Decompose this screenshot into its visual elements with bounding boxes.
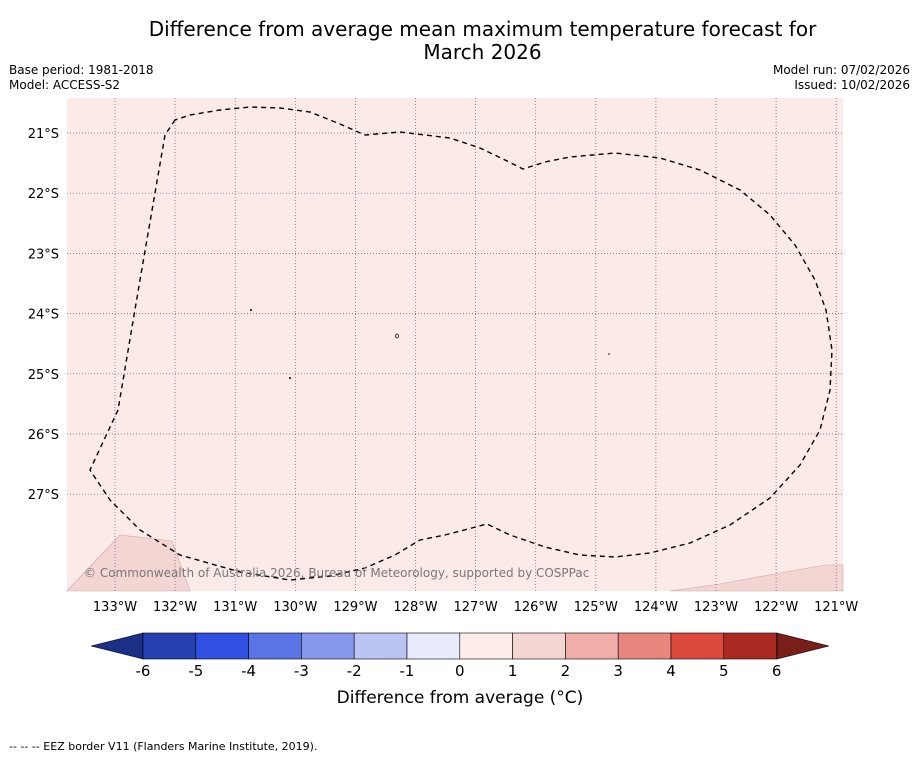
map-background: [67, 98, 843, 591]
latitude-label: 26°S: [28, 428, 59, 443]
eez-border: [89, 106, 833, 581]
colorbar-tick-label: -5: [188, 662, 203, 680]
longitude-label: 131°W: [213, 600, 257, 615]
title-line-2: March 2026: [423, 40, 542, 64]
map-title: Difference from average mean maximum tem…: [0, 18, 919, 64]
colorbar-low-extend: [90, 632, 144, 660]
longitude-label: 133°W: [93, 600, 137, 615]
longitude-label: 124°W: [634, 600, 678, 615]
latitude-label: 24°S: [28, 308, 59, 323]
colorbar-high-extend: [776, 632, 830, 660]
colorbar-box: [142, 632, 197, 660]
colorbar-box: [565, 632, 619, 660]
latitude-label: 21°S: [28, 127, 59, 142]
colorbar-boxes: [142, 632, 777, 660]
island-marker: [608, 353, 610, 355]
longitude-label: 126°W: [514, 600, 558, 615]
colorbar-box: [301, 632, 355, 660]
warm-patch-southeast: [669, 564, 844, 592]
colorbar-tick-label: -1: [400, 662, 415, 680]
copyright-text: © Commonwealth of Australia 2026, Bureau…: [84, 566, 589, 580]
colorbar-box: [512, 632, 566, 660]
colorbar-tick-label: 4: [666, 662, 676, 680]
model-name: Model: ACCESS-S2: [9, 78, 121, 92]
colorbar-tick-label: -2: [347, 662, 362, 680]
colorbar-box: [670, 632, 725, 660]
latitude-label: 27°S: [28, 488, 59, 503]
longitude-label: 132°W: [153, 600, 197, 615]
title-line-1: Difference from average mean maximum tem…: [148, 17, 817, 41]
warm-patch-southwest: [66, 534, 191, 592]
colorbar-tick-label: -6: [136, 662, 151, 680]
longitude-label: 122°W: [754, 600, 798, 615]
meta-left: Base period: 1981-2018 Model: ACCESS-S2: [9, 63, 154, 93]
colorbar-tick-label: 2: [561, 662, 571, 680]
colorbar-box: [195, 632, 249, 660]
colorbar-tick-label: 0: [455, 662, 465, 680]
colorbar-tick-label: 1: [508, 662, 518, 680]
colorbar-box: [723, 632, 777, 660]
latitude-labels: 21°S 22°S 23°S 24°S 25°S 26°S 27°S: [28, 127, 59, 503]
longitude-label: 127°W: [454, 600, 498, 615]
colorbar-tick-label: -3: [294, 662, 309, 680]
colorbar-box: [406, 632, 461, 660]
colorbar-tick-label: 3: [613, 662, 623, 680]
colorbar-tick-label: -4: [241, 662, 256, 680]
map-panel: © Commonwealth of Australia 2026, Bureau…: [28, 98, 859, 615]
island-marker: [250, 309, 252, 311]
issued-date: Issued: 10/02/2026: [794, 78, 910, 92]
longitude-label: 121°W: [814, 600, 858, 615]
base-period: Base period: 1981-2018: [9, 63, 154, 77]
colorbar-box: [617, 632, 672, 660]
longitude-label: 128°W: [393, 600, 437, 615]
longitude-label: 125°W: [574, 600, 618, 615]
colorbar-labels: -6 -5 -4 -3 -2 -1 0 1 2 3 4 5 6: [136, 662, 782, 680]
model-run: Model run: 07/02/2026: [772, 63, 910, 77]
colorbar-box: [248, 632, 302, 660]
colorbar-box: [353, 632, 408, 660]
latitude-label: 23°S: [28, 247, 59, 262]
meta-right: Model run: 07/02/2026 Issued: 10/02/2026: [773, 63, 910, 93]
colorbar-title: Difference from average (°C): [336, 688, 584, 708]
colorbar-box: [459, 632, 513, 660]
gridlines: [67, 98, 843, 591]
longitude-labels: 133°W 132°W 131°W 130°W 129°W 128°W 127°W 126°W…: [93, 600, 859, 615]
colorbar-tick-label: 5: [719, 662, 729, 680]
longitude-label: 130°W: [273, 600, 317, 615]
colorbar: -6 -5 -4 -3 -2 -1 0 1 2 3 4 5 6: [90, 632, 830, 680]
latitude-label: 25°S: [28, 368, 59, 383]
longitude-label: 129°W: [333, 600, 377, 615]
latitude-label: 22°S: [28, 187, 59, 202]
footnote: -- -- -- EEZ border V11 (Flanders Marine…: [9, 740, 318, 753]
island-marker: [395, 333, 399, 339]
colorbar-tick-label: 6: [772, 662, 782, 680]
longitude-label: 123°W: [694, 600, 738, 615]
island-marker: [289, 377, 291, 379]
